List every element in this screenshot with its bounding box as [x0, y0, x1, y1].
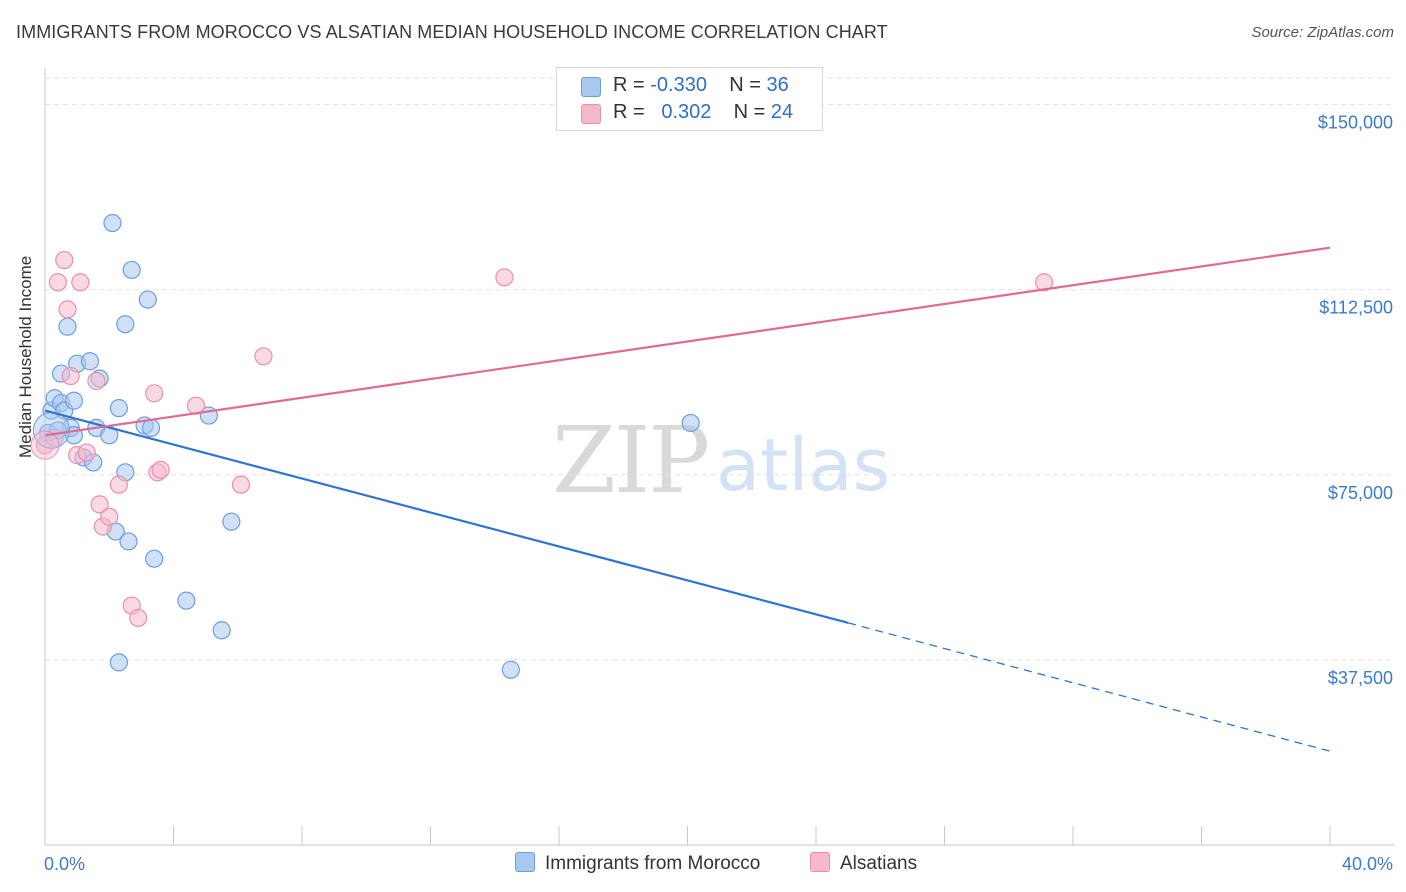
point-morocco	[119, 532, 138, 551]
trend-line-morocco	[44, 409, 849, 624]
n-value: 36	[766, 74, 789, 96]
r-value: 0.302	[661, 101, 712, 123]
y-tick-label: $112,500	[1319, 298, 1393, 318]
watermark: ZIP atlas	[552, 407, 890, 514]
r-label: R =	[613, 101, 651, 123]
series-name-alsatians: Alsatians	[840, 853, 918, 874]
point-morocco	[138, 290, 157, 309]
watermark-atlas: atlas	[716, 423, 890, 507]
chart-title: IMMIGRANTS FROM MOROCCO VS ALSATIAN MEDI…	[16, 22, 888, 42]
legend-swatch-morocco	[581, 77, 601, 97]
point-morocco	[103, 213, 122, 233]
point-alsatians	[61, 366, 80, 386]
point-alsatians	[1034, 273, 1054, 292]
point-morocco	[141, 418, 161, 437]
point-morocco	[501, 660, 520, 679]
x-tick-label: 0.0%	[44, 854, 85, 874]
point-alsatians	[254, 347, 273, 366]
point-alsatians	[129, 608, 148, 628]
point-morocco	[212, 621, 231, 640]
legend-text-alsatians: R = 0.302 N = 24	[613, 101, 793, 124]
point-morocco	[222, 512, 241, 531]
point-alsatians	[87, 371, 106, 391]
point-alsatians	[231, 475, 251, 494]
point-morocco	[64, 391, 84, 410]
series-legend-morocco: Immigrants from Morocco	[515, 852, 760, 875]
point-alsatians	[77, 443, 96, 462]
y-tick-label: $150,000	[1318, 113, 1393, 133]
stats-legend: R = -0.330 N = 36 R = 0.302 N = 24	[556, 67, 823, 131]
series-swatch-morocco	[515, 852, 535, 872]
point-morocco	[122, 260, 141, 280]
point-alsatians	[55, 250, 74, 270]
point-morocco	[681, 413, 700, 433]
point-morocco	[145, 549, 164, 568]
trend-line-morocco-extrapolated	[847, 622, 1331, 752]
point-morocco	[58, 317, 77, 336]
x-tick-label: 40.0%	[1342, 854, 1393, 874]
trend-lines	[44, 246, 1331, 752]
tick-labels: $37,500 $75,000 $112,500 $150,000 0.0% 40.0%	[44, 113, 1393, 874]
series-legend-alsatians: Alsatians	[810, 852, 917, 875]
n-label: N =	[729, 74, 767, 96]
point-alsatians	[145, 384, 164, 403]
source-label: Source: ZipAtlas.com	[1251, 24, 1394, 41]
point-morocco	[109, 399, 128, 418]
point-alsatians	[30, 430, 60, 460]
legend-swatch-alsatians	[581, 104, 601, 124]
series-name-morocco: Immigrants from Morocco	[545, 853, 761, 874]
axes	[44, 68, 1395, 846]
point-alsatians	[109, 475, 128, 494]
grid-lines	[45, 77, 1395, 661]
point-alsatians	[100, 507, 119, 526]
point-morocco	[80, 352, 100, 371]
r-label: R =	[613, 74, 651, 96]
point-alsatians	[495, 268, 514, 287]
n-value: 24	[770, 101, 794, 123]
y-tick-label: $37,500	[1328, 668, 1393, 688]
trend-line-alsatians	[44, 246, 1331, 437]
point-alsatians	[71, 273, 90, 292]
data-points	[30, 213, 1054, 679]
n-label: N =	[733, 101, 771, 123]
r-value: -0.330	[650, 74, 707, 96]
point-morocco	[109, 653, 128, 672]
legend-text-morocco: R = -0.330 N = 36	[613, 74, 789, 97]
point-alsatians	[58, 300, 77, 319]
y-tick-label: $75,000	[1328, 483, 1393, 503]
point-alsatians	[48, 273, 67, 292]
point-morocco	[116, 315, 135, 334]
series-swatch-alsatians	[810, 852, 830, 872]
point-morocco	[177, 591, 196, 610]
point-alsatians	[90, 495, 109, 514]
point-alsatians	[151, 460, 170, 479]
